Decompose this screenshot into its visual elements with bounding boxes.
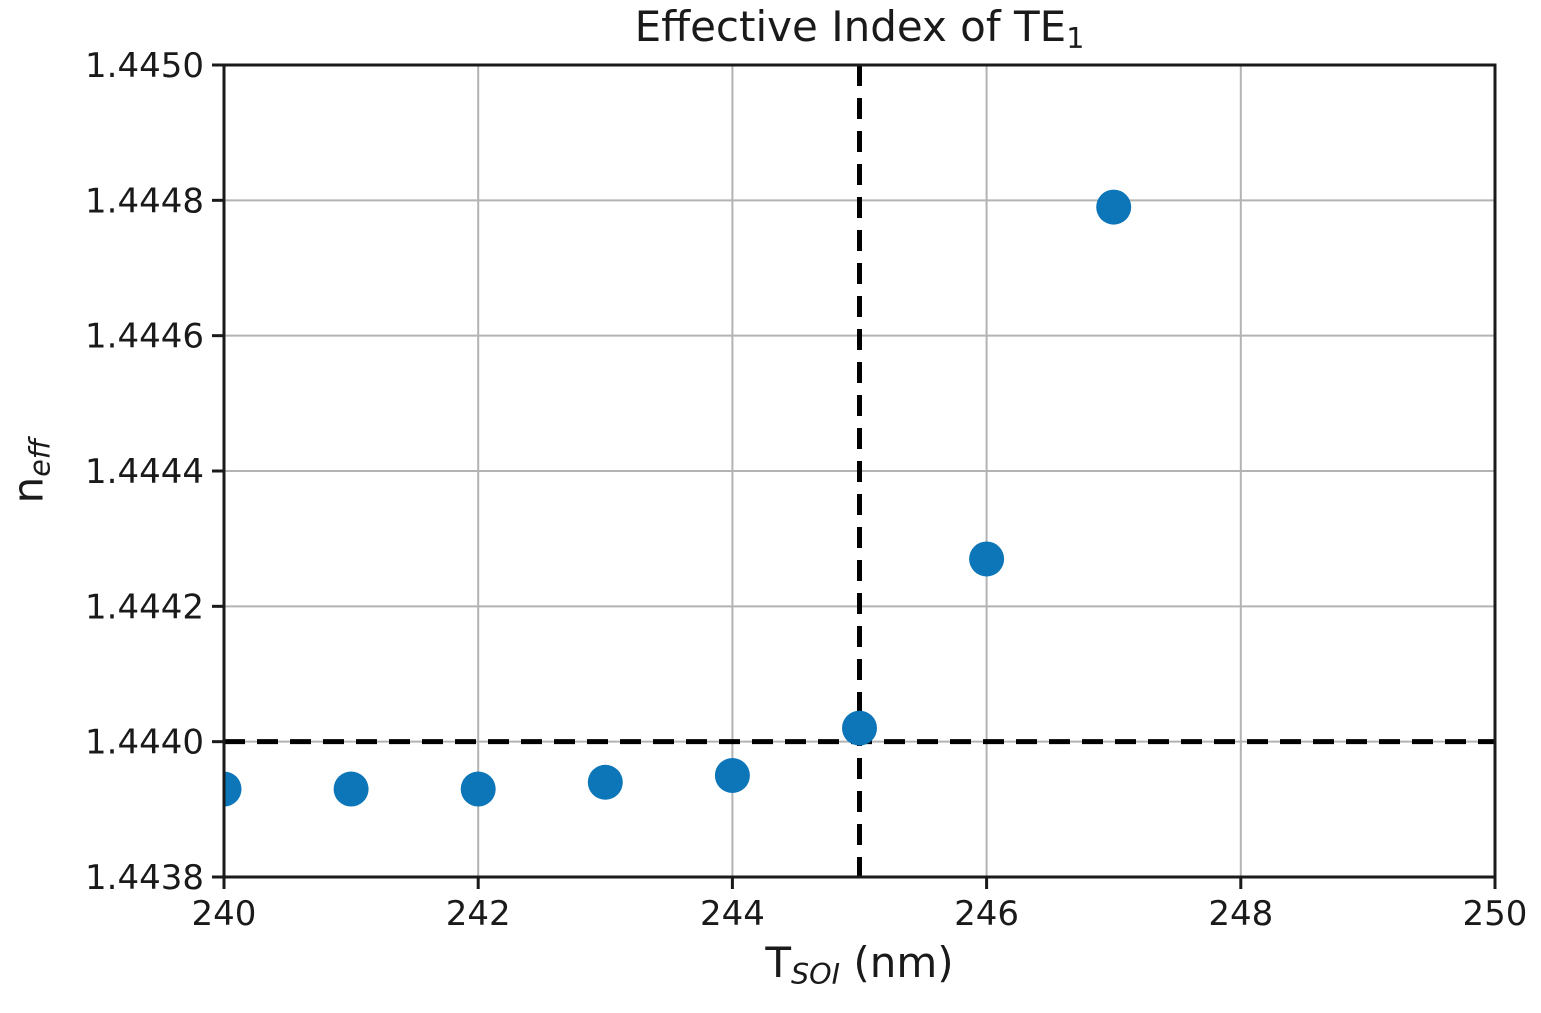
y-tick-label: 1.4442 (85, 587, 204, 627)
y-tick-label: 1.4450 (85, 46, 204, 86)
chart-title-subscript: 1 (1066, 21, 1085, 56)
x-axis-label: TSOI (nm) (224, 938, 1495, 991)
scatter-point (1096, 189, 1132, 225)
x-tick-label: 242 (446, 894, 511, 934)
scatter-point (969, 541, 1005, 577)
y-axis-label: neff (3, 439, 56, 504)
y-tick-label: 1.4440 (85, 723, 204, 763)
chart-title-text: Effective Index of TE (634, 2, 1067, 51)
y-axis-label-text: n (3, 476, 53, 504)
x-axis-label-subscript: SOI (790, 957, 840, 992)
x-tick-label: 244 (700, 894, 765, 934)
scatter-point (587, 764, 623, 800)
x-axis-label-suffix: (nm) (840, 938, 954, 987)
y-tick-label: 1.4448 (85, 181, 204, 221)
chart-title: Effective Index of TE1 (224, 2, 1495, 55)
x-tick-label: 246 (954, 894, 1019, 934)
scatter-point (460, 771, 496, 807)
scatter-series (224, 189, 1132, 807)
x-tick-label: 240 (192, 894, 257, 934)
scatter-point (842, 710, 877, 746)
y-tick-label: 1.4444 (85, 452, 204, 492)
x-axis-label-text: T (765, 938, 791, 987)
scatter-point (714, 758, 750, 793)
x-tick-label: 248 (1208, 894, 1273, 934)
scatter-point (333, 771, 369, 807)
scatter-point (224, 771, 242, 807)
y-tick-label: 1.4438 (85, 858, 204, 898)
y-axis-label-subscript: eff (22, 438, 57, 477)
y-tick-label: 1.4446 (85, 317, 204, 357)
x-tick-label: 250 (1463, 894, 1528, 934)
